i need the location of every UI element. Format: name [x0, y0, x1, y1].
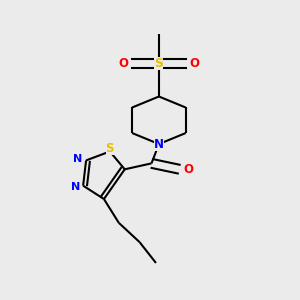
- Text: N: N: [71, 182, 80, 192]
- Text: O: O: [190, 57, 200, 70]
- Text: S: S: [106, 142, 114, 155]
- Text: N: N: [154, 138, 164, 151]
- Text: S: S: [154, 57, 164, 70]
- Text: O: O: [118, 57, 128, 70]
- Text: O: O: [184, 163, 194, 176]
- Text: N: N: [73, 154, 83, 164]
